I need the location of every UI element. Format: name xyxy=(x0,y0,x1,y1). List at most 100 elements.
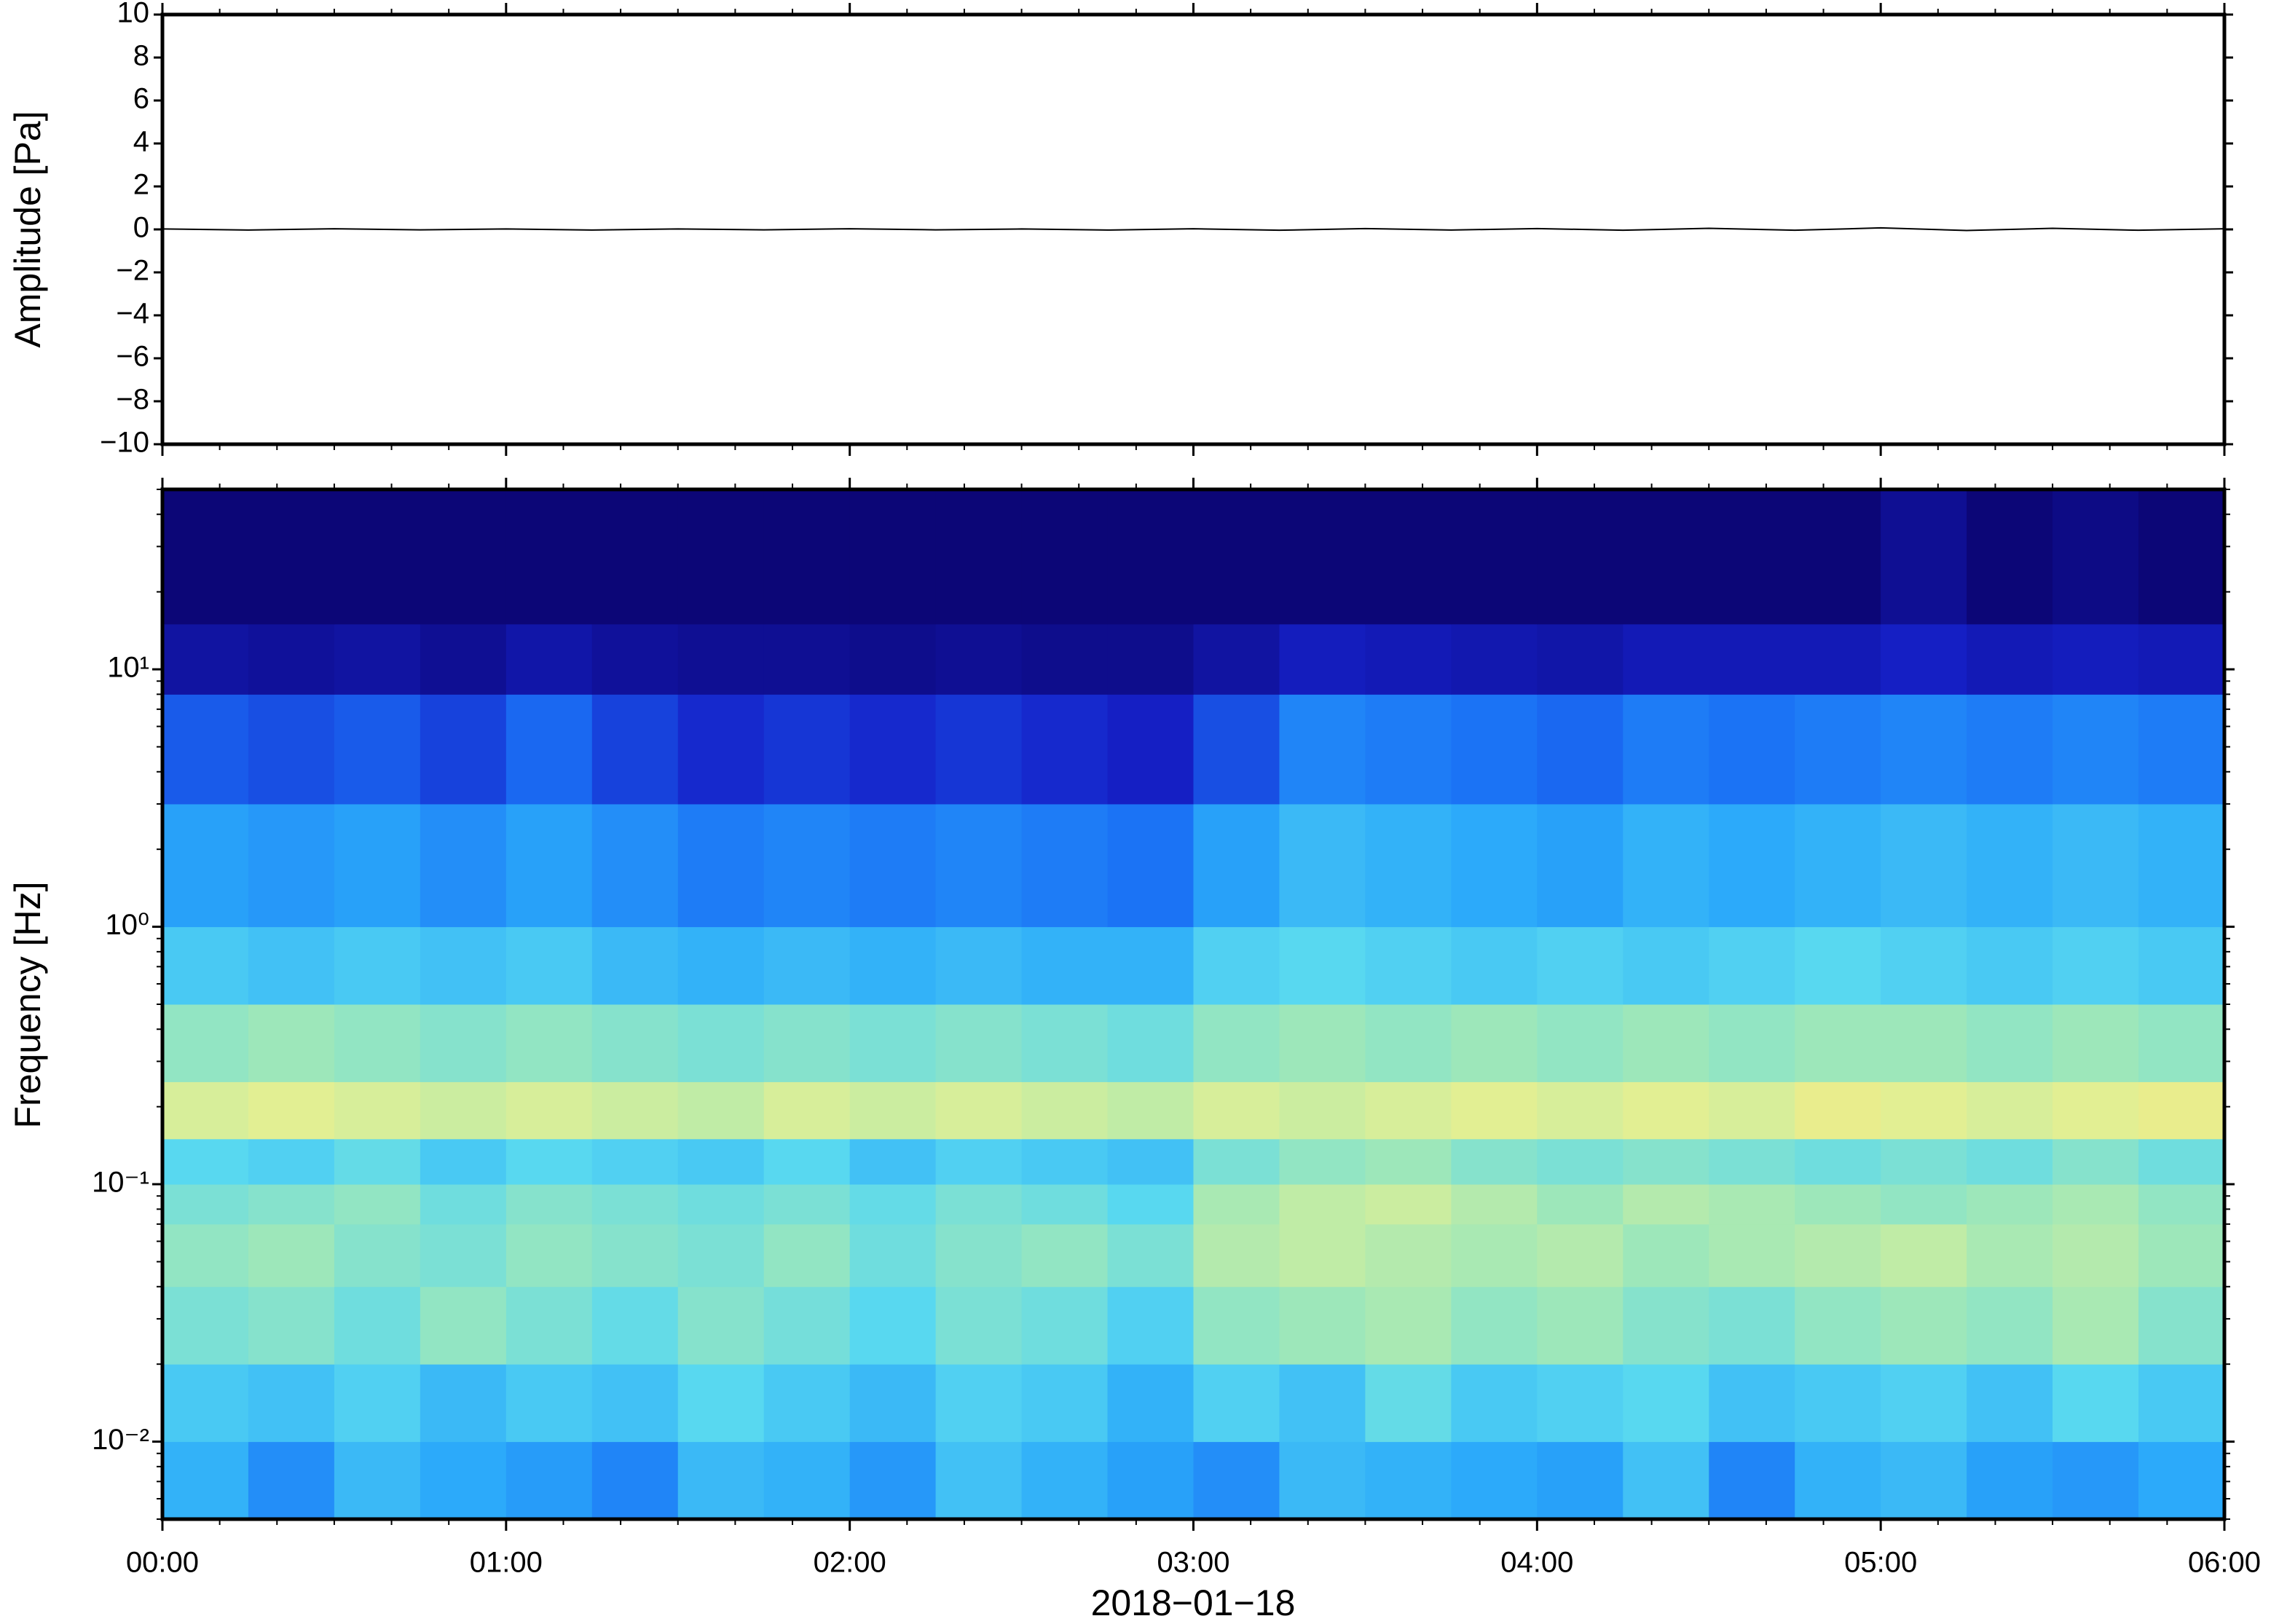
spectrogram-cell xyxy=(1881,1441,1967,1520)
spectrogram-cell xyxy=(1107,623,1194,695)
spectrogram-cell xyxy=(849,1004,937,1082)
spectrogram-cell xyxy=(935,1286,1023,1365)
spectrogram-cell xyxy=(591,803,679,928)
spectrogram-cell xyxy=(2138,694,2225,805)
spectrogram-cell xyxy=(1279,1223,1366,1288)
spectrogram-cell xyxy=(2052,1441,2139,1520)
spectrogram-cell xyxy=(420,1286,507,1365)
spectrogram-cell xyxy=(763,1138,851,1185)
spectrogram-cell xyxy=(1365,1223,1452,1288)
spectrogram-cell xyxy=(420,1004,507,1082)
spectrogram-cell xyxy=(1451,623,1538,695)
y-tick-label: 10¹ xyxy=(107,652,149,684)
spectrogram-cell xyxy=(1451,489,1538,625)
spectrogram-cell xyxy=(677,694,765,805)
x-tick-label: 01:00 xyxy=(470,1547,543,1579)
spectrogram-cell xyxy=(1709,926,1795,1005)
y-tick-label: 6 xyxy=(133,83,149,115)
spectrogram-cell xyxy=(935,623,1023,695)
spectrogram-cell xyxy=(1709,694,1795,805)
spectrogram-cell xyxy=(763,1081,851,1140)
x-tick-label: 05:00 xyxy=(1844,1547,1917,1579)
spectrogram-cell xyxy=(1107,1138,1194,1185)
spectrogram-cell xyxy=(1967,803,2053,928)
spectrogram-cell xyxy=(162,926,249,1005)
spectrogram-cell xyxy=(849,1441,937,1520)
spectrogram-cell xyxy=(1107,1286,1194,1365)
spectrogram-cell xyxy=(1021,1223,1109,1288)
spectrogram-cell xyxy=(677,1223,765,1288)
spectrogram-cell xyxy=(677,1081,765,1140)
spectrogram-cell xyxy=(763,1364,851,1443)
plot-frame xyxy=(160,12,2227,446)
spectrogram-cell xyxy=(849,1286,937,1365)
spectrogram-cell xyxy=(420,803,507,928)
spectrogram-cell xyxy=(591,1004,679,1082)
spectrogram-cell xyxy=(334,489,421,625)
spectrogram-cell xyxy=(935,1081,1023,1140)
spectrogram-cell xyxy=(1537,1364,1623,1443)
y-tick-label: 0 xyxy=(133,212,149,244)
spectrogram-cell xyxy=(2138,1286,2225,1365)
spectrogram-cell xyxy=(248,1004,335,1082)
spectrogram-cell xyxy=(1021,489,1109,625)
spectrogram-cell xyxy=(505,1286,593,1365)
spectrogram-cell xyxy=(334,1364,421,1443)
spectrogram-cell xyxy=(334,803,421,928)
spectrogram-cell xyxy=(505,1138,593,1185)
spectrogram-cell xyxy=(162,1364,249,1443)
spectrogram-cell xyxy=(1021,1081,1109,1140)
spectrogram-cell xyxy=(1451,803,1538,928)
spectrogram-cell xyxy=(1795,1286,1881,1365)
spectrogram-cell xyxy=(849,489,937,625)
spectrogram-cell xyxy=(248,1081,335,1140)
spectrogram-cell xyxy=(1795,694,1881,805)
spectrogram-cell xyxy=(248,1441,335,1520)
spectrogram-cell xyxy=(1881,1223,1967,1288)
spectrogram-cell xyxy=(591,1364,679,1443)
spectrogram-cell xyxy=(505,1081,593,1140)
spectrogram-cell xyxy=(1021,1138,1109,1185)
spectrogram-cell xyxy=(1107,803,1194,928)
spectrogram-cell xyxy=(591,623,679,695)
spectrogram-cell xyxy=(162,1184,249,1225)
spectrogram-cell xyxy=(1021,1286,1109,1365)
spectrogram-cell xyxy=(1967,694,2053,805)
spectrogram-cell xyxy=(1623,1441,1709,1520)
spectrogram-cell xyxy=(1279,1441,1366,1520)
spectrogram-cell xyxy=(1365,1286,1452,1365)
spectrogram-cell xyxy=(420,1364,507,1443)
spectrogram-cell xyxy=(763,926,851,1005)
spectrogram-cell xyxy=(763,803,851,928)
spectrogram-cell xyxy=(1537,803,1623,928)
spectrogram-cell xyxy=(1537,1138,1623,1185)
spectrogram-cell xyxy=(763,1441,851,1520)
x-tick-label: 06:00 xyxy=(2188,1547,2261,1579)
spectrogram-cell xyxy=(1709,1081,1795,1140)
spectrogram-cell xyxy=(2138,1364,2225,1443)
spectrogram-cell xyxy=(1967,926,2053,1005)
spectrogram-cell xyxy=(1365,1004,1452,1082)
spectrogram-cell xyxy=(2052,1364,2139,1443)
spectrogram-cell xyxy=(505,1441,593,1520)
y-tick-label: −4 xyxy=(116,298,149,330)
spectrogram-cell xyxy=(1795,803,1881,928)
x-tick-label: 03:00 xyxy=(1157,1547,1229,1579)
spectrogram-cell xyxy=(935,926,1023,1005)
spectrogram-cell xyxy=(1365,1184,1452,1225)
spectrogram-cell xyxy=(1795,1184,1881,1225)
spectrogram-cell xyxy=(162,1441,249,1520)
spectrogram-cell xyxy=(334,926,421,1005)
spectrogram-cell xyxy=(1709,489,1795,625)
spectrogram-cell xyxy=(1107,489,1194,625)
y-axis-label: Frequency [Hz] xyxy=(7,881,48,1128)
spectrogram-cell xyxy=(2052,803,2139,928)
spectrogram-cell xyxy=(334,1441,421,1520)
spectrogram-cell xyxy=(505,803,593,928)
spectrogram-cell xyxy=(2052,623,2139,695)
spectrogram-cell xyxy=(2138,1138,2225,1185)
spectrogram-cell xyxy=(1881,623,1967,695)
x-tick-label: 00:00 xyxy=(126,1547,199,1579)
spectrogram-cell xyxy=(1279,1081,1366,1140)
spectrogram-cell xyxy=(334,623,421,695)
